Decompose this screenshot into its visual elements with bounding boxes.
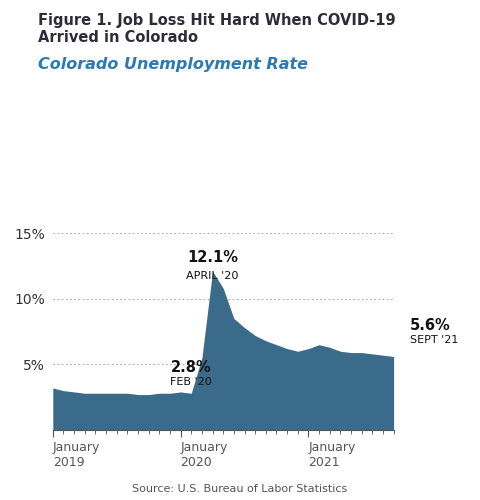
- Text: APRIL '20: APRIL '20: [186, 271, 239, 281]
- Text: FEB '20: FEB '20: [170, 376, 212, 386]
- Text: SEPT '21: SEPT '21: [409, 334, 458, 344]
- Text: Figure 1. Job Loss Hit Hard When COVID-19: Figure 1. Job Loss Hit Hard When COVID-1…: [38, 12, 396, 28]
- Text: 2.8%: 2.8%: [171, 360, 212, 375]
- Text: Arrived in Colorado: Arrived in Colorado: [38, 30, 198, 45]
- Text: 12.1%: 12.1%: [187, 250, 238, 264]
- Text: Source: U.S. Bureau of Labor Statistics: Source: U.S. Bureau of Labor Statistics: [132, 484, 348, 494]
- Text: Colorado Unemployment Rate: Colorado Unemployment Rate: [38, 58, 308, 72]
- Text: 5.6%: 5.6%: [409, 318, 450, 333]
